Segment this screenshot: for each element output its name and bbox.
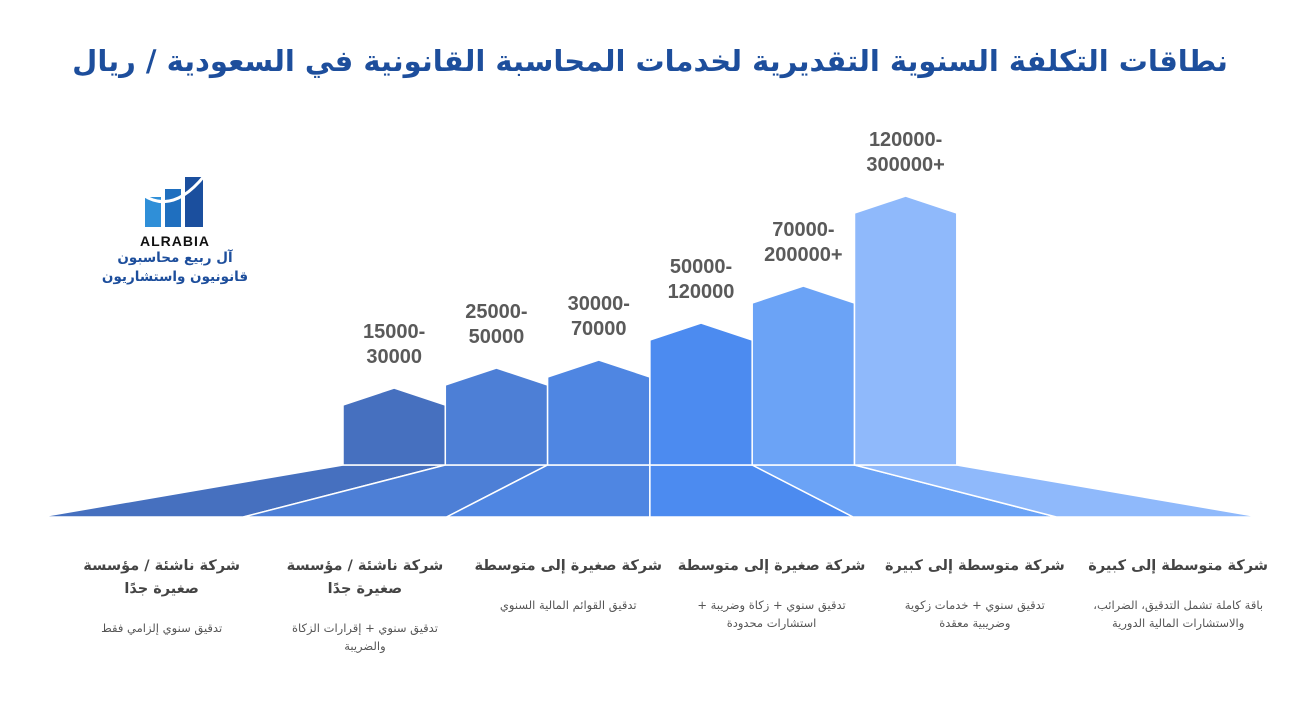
category-column: شركة متوسطة إلى كبيرة تدقيق سنوي + خدمات … bbox=[875, 555, 1075, 632]
company-logo: ALRABIA آل ربيع محاسبون قانونيون واستشار… bbox=[95, 174, 255, 287]
logo-bars-icon bbox=[142, 174, 207, 227]
logo-line-2: قانونيون واستشاريون bbox=[101, 269, 249, 285]
data-label: 120000- 300000+ bbox=[841, 128, 971, 178]
bar bbox=[546, 359, 651, 466]
category-description: تدقيق سنوي + إقرارات الزكاة والضريبة bbox=[291, 621, 438, 653]
bar bbox=[444, 367, 549, 466]
data-label-top: 70000- bbox=[772, 219, 835, 241]
data-label: 30000- 70000 bbox=[534, 292, 664, 342]
data-label-bottom: 300000+ bbox=[866, 154, 945, 176]
data-label-top: 120000- bbox=[868, 129, 943, 151]
data-label: 25000- 50000 bbox=[431, 300, 561, 350]
logo-line-1: آل ربيع محاسبون bbox=[117, 250, 233, 266]
category-column: شركة ناشئة / مؤسسة صغيرة جدًا تدقيق سنوي … bbox=[62, 555, 262, 637]
category-description: تدقيق سنوي + زكاة وضريبة + استشارات محدو… bbox=[697, 598, 846, 630]
data-label-top: 15000- bbox=[363, 321, 426, 343]
category-column: شركة ناشئة / مؤسسة صغيرة جدًا تدقيق سنوي … bbox=[265, 555, 465, 655]
category-label: شركة ناشئة / مؤسسة صغيرة جدًا bbox=[83, 558, 240, 597]
data-label: 15000- 30000 bbox=[329, 320, 459, 370]
category-column: شركة صغيرة إلى متوسطة تدقيق القوائم المال… bbox=[468, 555, 668, 614]
category-description: باقة كاملة تشمل التدقيق، الضرائب، والاست… bbox=[1093, 598, 1264, 630]
category-label: شركة صغيرة إلى متوسطة bbox=[677, 558, 866, 574]
data-label-bottom: 70000 bbox=[570, 318, 627, 340]
category-column: شركة صغيرة إلى متوسطة تدقيق سنوي + زكاة و… bbox=[672, 555, 872, 632]
data-label: 70000- 200000+ bbox=[738, 218, 868, 268]
category-label: شركة متوسطة إلى كبيرة bbox=[884, 558, 1065, 574]
category-column: شركة متوسطة إلى كبيرة باقة كاملة تشمل الت… bbox=[1078, 555, 1278, 632]
category-description: تدقيق سنوي إلزامي فقط bbox=[101, 621, 223, 635]
data-label: 50000- 120000 bbox=[636, 255, 766, 305]
bar bbox=[751, 285, 856, 466]
data-label-bottom: 30000 bbox=[366, 346, 422, 368]
bar bbox=[342, 387, 447, 466]
logo-name: ALRABIA bbox=[140, 233, 210, 249]
bar bbox=[649, 322, 753, 466]
data-label-bottom: 200000+ bbox=[764, 244, 843, 266]
category-label: شركة صغيرة إلى متوسطة bbox=[474, 558, 663, 574]
data-label-top: 25000- bbox=[465, 301, 528, 323]
data-label-bottom: 120000 bbox=[667, 281, 735, 303]
data-label-top: 50000- bbox=[669, 256, 733, 278]
chart-title: نطاقات التكلفة السنوية التقديرية لخدمات … bbox=[72, 44, 1228, 78]
category-description: تدقيق القوائم المالية السنوي bbox=[499, 598, 637, 612]
category-description: تدقيق سنوي + خدمات زكوية وضريبية معقدة bbox=[904, 598, 1045, 630]
bar bbox=[853, 195, 958, 466]
data-label-top: 30000- bbox=[567, 293, 630, 315]
data-label-bottom: 50000 bbox=[468, 326, 525, 348]
category-label: شركة ناشئة / مؤسسة صغيرة جدًا bbox=[286, 558, 444, 597]
category-label: شركة متوسطة إلى كبيرة bbox=[1088, 558, 1269, 574]
